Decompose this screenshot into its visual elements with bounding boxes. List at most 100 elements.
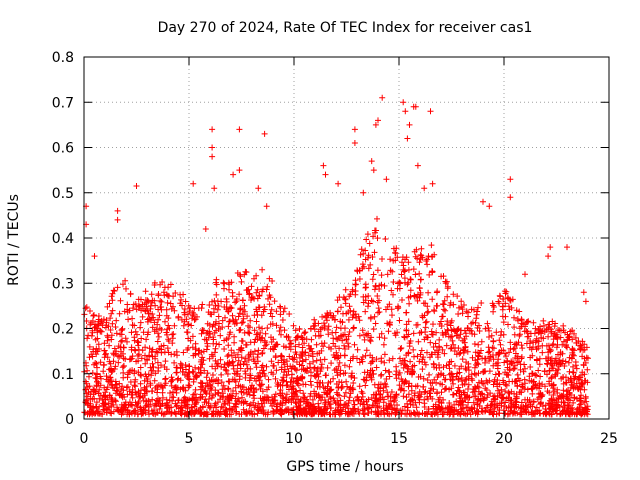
data-point bbox=[402, 357, 408, 364]
data-point bbox=[213, 291, 220, 298]
data-point bbox=[101, 361, 108, 368]
data-point bbox=[158, 362, 164, 369]
data-point bbox=[212, 345, 219, 352]
data-point bbox=[464, 392, 471, 399]
data-point bbox=[137, 380, 144, 387]
data-point bbox=[236, 126, 243, 133]
data-point bbox=[210, 305, 217, 312]
data-point bbox=[332, 343, 339, 350]
data-point bbox=[344, 402, 350, 409]
data-point bbox=[130, 305, 136, 312]
data-point bbox=[139, 347, 146, 354]
data-point bbox=[179, 364, 186, 371]
data-point bbox=[150, 364, 157, 370]
data-point bbox=[405, 391, 412, 398]
data-point bbox=[368, 334, 375, 341]
data-point bbox=[458, 375, 465, 381]
data-point bbox=[109, 320, 116, 327]
data-point bbox=[325, 331, 332, 338]
data-point bbox=[245, 386, 252, 393]
data-point bbox=[499, 313, 506, 320]
data-point bbox=[397, 355, 403, 362]
data-point bbox=[372, 283, 379, 290]
data-point bbox=[131, 337, 138, 344]
data-point bbox=[447, 322, 454, 329]
data-point bbox=[454, 293, 461, 300]
data-point bbox=[450, 291, 457, 298]
data-point bbox=[554, 366, 561, 373]
data-point bbox=[456, 350, 463, 357]
data-point bbox=[181, 311, 188, 318]
data-point bbox=[560, 380, 567, 387]
data-point bbox=[163, 312, 170, 319]
data-point bbox=[437, 380, 444, 387]
data-point bbox=[301, 340, 308, 347]
data-point bbox=[250, 385, 257, 392]
data-point bbox=[119, 364, 126, 371]
data-point bbox=[396, 279, 403, 286]
data-point bbox=[362, 308, 369, 315]
data-point bbox=[338, 379, 345, 386]
data-point bbox=[526, 373, 533, 380]
data-point bbox=[243, 341, 250, 348]
data-point bbox=[90, 312, 97, 319]
data-point bbox=[546, 378, 553, 385]
data-point bbox=[313, 357, 320, 364]
data-point bbox=[372, 395, 379, 402]
data-point bbox=[446, 359, 453, 365]
data-point bbox=[415, 374, 422, 380]
data-point bbox=[268, 339, 275, 345]
data-point bbox=[222, 401, 229, 408]
data-point bbox=[376, 391, 383, 397]
data-point bbox=[365, 303, 371, 310]
data-point bbox=[190, 369, 197, 376]
data-point bbox=[383, 376, 390, 382]
data-point bbox=[113, 330, 120, 337]
data-point bbox=[416, 388, 423, 395]
data-point bbox=[129, 315, 136, 322]
data-point bbox=[253, 378, 260, 384]
data-point bbox=[397, 386, 404, 393]
data-point bbox=[199, 354, 206, 361]
data-point bbox=[229, 312, 236, 319]
data-point bbox=[517, 361, 524, 368]
data-point bbox=[251, 339, 258, 346]
data-point bbox=[378, 330, 385, 337]
data-point bbox=[256, 304, 263, 311]
data-point bbox=[536, 385, 543, 392]
data-point bbox=[475, 304, 481, 311]
data-point bbox=[389, 355, 396, 362]
data-point bbox=[522, 365, 528, 372]
data-point bbox=[137, 371, 144, 378]
data-point bbox=[136, 393, 143, 400]
data-point bbox=[440, 273, 447, 280]
data-point bbox=[490, 381, 497, 388]
data-point bbox=[296, 399, 303, 406]
data-point bbox=[400, 364, 407, 371]
data-point bbox=[171, 359, 178, 366]
data-point bbox=[439, 405, 446, 412]
data-point bbox=[232, 316, 239, 323]
data-point bbox=[457, 331, 464, 338]
data-point bbox=[191, 305, 198, 312]
data-point bbox=[274, 401, 281, 408]
data-point bbox=[484, 379, 491, 386]
data-point bbox=[104, 354, 111, 361]
data-point bbox=[253, 306, 260, 313]
data-point bbox=[108, 336, 115, 343]
data-point bbox=[215, 389, 222, 396]
data-point bbox=[502, 290, 509, 297]
data-point bbox=[569, 404, 576, 411]
data-point bbox=[377, 391, 384, 398]
data-point bbox=[286, 409, 292, 416]
data-point bbox=[143, 336, 150, 343]
data-point bbox=[158, 306, 165, 313]
data-point bbox=[541, 368, 548, 375]
data-point bbox=[548, 411, 555, 418]
data-point bbox=[267, 310, 274, 317]
data-point bbox=[277, 303, 283, 310]
data-point bbox=[345, 340, 351, 347]
data-points bbox=[81, 94, 591, 418]
data-point bbox=[192, 345, 199, 352]
data-point bbox=[236, 398, 243, 405]
